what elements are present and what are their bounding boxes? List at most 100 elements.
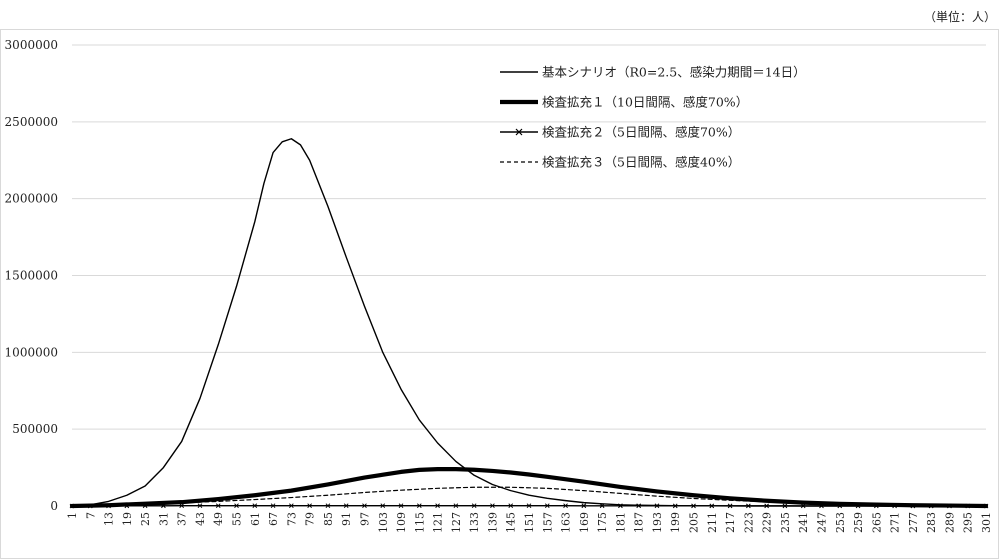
y-tick-label: 0 [50,499,58,513]
x-tick-label: 157 [541,512,554,533]
x-tick-label: 97 [358,512,371,526]
x-tick-label: 211 [706,512,719,533]
series-point-3 [453,503,459,509]
x-tick-label: 241 [797,512,810,533]
x-tick-label: 115 [413,512,426,533]
series-point-3 [307,503,312,509]
x-tick-label: 61 [249,512,262,526]
legend-label-2: 検査拡充１（10日間隔、感度70%） [542,95,748,110]
x-tick-label: 103 [377,512,390,533]
series-point-3 [197,503,203,509]
series-point-3 [380,503,386,509]
series-point-3 [435,503,440,509]
series-point-3 [289,503,294,509]
x-tick-label: 151 [523,512,536,533]
legend-label-3: 検査拡充２（5日間隔、感度70%） [542,125,740,140]
series-point-3 [764,503,769,509]
x-tick-label: 259 [852,512,865,533]
y-axis-ticks: 0 500000 1000000 1500000 2000000 2500000 30000… [5,38,58,513]
x-tick-label: 301 [980,512,993,533]
x-tick-label: 217 [724,512,737,533]
x-tick-label: 193 [651,512,664,533]
x-tick-label: 277 [907,512,920,533]
x-tick-label: 187 [633,512,646,533]
y-tick-label: 1000000 [5,345,58,359]
x-tick-label: 37 [176,512,189,526]
series-line-4 [71,486,987,507]
y-tick-label: 1500000 [5,269,58,283]
y-tick-label: 2500000 [5,115,58,129]
x-tick-label: 247 [815,512,828,533]
series-point-3 [983,503,989,509]
x-tick-label: 127 [450,512,463,533]
series-point-3 [270,503,276,509]
x-tick-label: 295 [962,512,975,533]
series-point-3 [618,503,623,509]
x-tick-label: 199 [669,512,682,533]
x-tick-label: 235 [779,512,792,533]
x-tick-label: 85 [322,512,335,526]
x-tick-label: 67 [267,512,280,526]
series-point-3 [691,503,696,509]
x-tick-label: 43 [194,512,207,526]
x-tick-label: 1 [66,512,79,519]
x-tick-label: 13 [103,512,116,526]
series-point-3 [800,503,806,509]
series-point-3 [636,503,642,509]
series-point-3 [819,503,824,509]
series-point-3 [490,503,495,509]
x-tick-label: 163 [560,512,573,533]
series-point-3 [672,503,678,509]
series-point-3 [727,503,733,509]
series-point-3 [362,503,367,509]
x-tick-label: 109 [395,512,408,533]
legend-label-4: 検査拡充３（5日間隔、感度40%） [542,155,740,170]
series-point-3 [471,503,477,509]
chart-frame [0,29,999,559]
x-tick-label: 181 [614,512,627,533]
x-axis-ticks: 1 7 13 19 25 31 37 43 49 55 61 67 73 79 85 91 97 103 109 11… [66,512,993,533]
legend-label-1: 基本シナリオ（R0=2.5、感染力期間＝14日） [542,65,806,80]
gridlines [72,44,986,430]
y-tick-label: 500000 [12,422,58,436]
series-point-3 [252,503,258,509]
legend: 基本シナリオ（R0=2.5、感染力期間＝14日） 検査拡充１（10日間隔、感度70… [500,65,806,170]
x-tick-label: 253 [834,512,847,533]
series-point-3 [563,503,568,509]
series-point-3 [343,503,349,509]
series-point-3 [508,503,514,509]
legend-marker [515,128,523,136]
series-point-3 [161,503,166,509]
series-point-3 [526,503,532,509]
x-tick-label: 271 [889,512,902,533]
y-tick-label: 2000000 [5,192,58,206]
x-tick-label: 31 [157,512,170,526]
x-tick-label: 289 [943,512,956,533]
x-tick-label: 169 [578,512,591,533]
x-tick-label: 205 [688,512,701,533]
x-tick-label: 145 [505,512,518,533]
x-tick-label: 265 [870,512,883,533]
series-point-3 [416,503,422,509]
unit-note: （単位：人） [923,10,996,24]
series-point-3 [179,503,185,509]
x-tick-label: 139 [486,512,499,533]
series-point-3 [928,503,934,509]
x-tick-label: 133 [468,512,481,533]
series-point-3 [544,503,550,509]
x-tick-label: 49 [212,512,225,526]
x-tick-label: 25 [139,512,152,526]
series-point-3 [709,503,715,509]
x-tick-label: 55 [231,512,244,526]
series-point-3 [654,503,660,509]
series-point-3 [215,503,221,509]
x-tick-label: 121 [432,512,445,533]
series-point-3 [325,503,331,509]
x-tick-label: 73 [285,512,298,526]
x-tick-label: 7 [84,512,97,519]
series-point-3 [782,503,788,509]
series-line-1 [71,138,987,507]
series-point-3 [581,503,587,509]
series-point-3 [234,503,239,509]
